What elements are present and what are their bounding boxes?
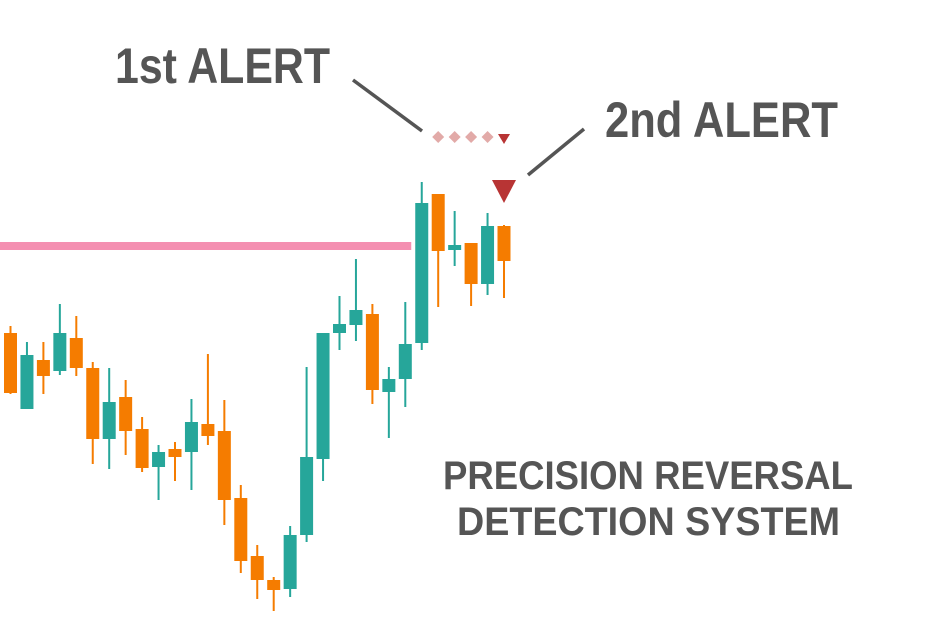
candle-body: [398, 344, 412, 379]
bullish-candle: [20, 342, 34, 409]
candle-body: [168, 449, 182, 457]
first-alert-diamond-marker: [432, 131, 445, 143]
bullish-candle: [382, 367, 396, 438]
bullish-candle: [349, 259, 363, 341]
bullish-candle: [53, 304, 67, 375]
bullish-candle: [316, 333, 330, 481]
first-alert-pointer-line: [351, 78, 424, 133]
bearish-candle: [217, 400, 231, 525]
candle-body: [102, 402, 116, 439]
bearish-candle: [431, 194, 445, 307]
candle-body: [333, 324, 346, 333]
first-alert-triangle-marker: [498, 134, 510, 144]
resistance-level-line: [0, 242, 412, 250]
bearish-candle: [36, 342, 50, 394]
candle-body: [184, 422, 198, 452]
candle-body: [152, 452, 166, 467]
candle-body: [234, 498, 248, 561]
bearish-candle: [464, 243, 478, 306]
second-alert-label: 2nd ALERT: [605, 92, 838, 148]
bullish-candle: [184, 399, 198, 490]
bullish-candle: [448, 211, 462, 266]
candle-body: [481, 226, 495, 284]
bearish-candle: [4, 326, 17, 394]
bearish-candle: [365, 304, 379, 404]
bullish-candle: [300, 367, 314, 542]
candle-body: [497, 226, 511, 261]
title-line-2: DETECTION SYSTEM: [457, 500, 840, 544]
candle-body: [36, 360, 50, 376]
bearish-candle: [267, 577, 281, 611]
candle-body: [431, 194, 445, 251]
bearish-candle: [234, 485, 248, 573]
bearish-candle: [119, 380, 133, 455]
candle-body: [283, 535, 297, 589]
bearish-candle: [86, 362, 100, 464]
title-line-1: PRECISION REVERSAL: [443, 454, 853, 498]
candle-body: [4, 333, 17, 393]
candle-body: [250, 556, 264, 580]
candle-body: [300, 457, 314, 535]
bearish-candle: [168, 442, 182, 481]
bullish-candle: [481, 213, 495, 295]
first-alert-diamond-marker: [448, 131, 461, 143]
first-alert-diamond-marker: [465, 131, 478, 143]
candle-body: [464, 243, 478, 284]
candle-body: [365, 314, 379, 390]
candle-body: [382, 379, 396, 392]
first-alert-diamond-marker: [481, 131, 494, 143]
bullish-candle: [283, 526, 297, 597]
bearish-candle: [69, 316, 83, 376]
candle-body: [415, 203, 429, 343]
candle-body: [135, 429, 149, 468]
bearish-candle: [250, 545, 264, 599]
bullish-candle: [415, 182, 429, 350]
candle-body: [53, 333, 67, 371]
first-alert-label: 1st ALERT: [115, 38, 330, 94]
bullish-candle: [152, 445, 166, 500]
candle-body: [69, 338, 83, 368]
candle-body: [267, 580, 281, 590]
bearish-candle: [135, 417, 149, 472]
candle-body: [20, 355, 34, 409]
second-alert-pointer-line: [526, 127, 586, 177]
candle-body: [316, 333, 330, 459]
candle-body: [119, 397, 133, 431]
bullish-candle: [333, 296, 346, 350]
candle-body: [448, 245, 462, 250]
second-alert-triangle-marker: [492, 180, 516, 203]
candle-body: [201, 424, 215, 436]
candle-body: [217, 431, 231, 500]
bullish-candle: [398, 302, 412, 407]
candle-body: [349, 310, 363, 325]
bearish-candle: [201, 354, 215, 445]
candle-body: [86, 368, 100, 439]
bullish-candle: [102, 368, 116, 469]
bearish-candle: [497, 225, 511, 298]
